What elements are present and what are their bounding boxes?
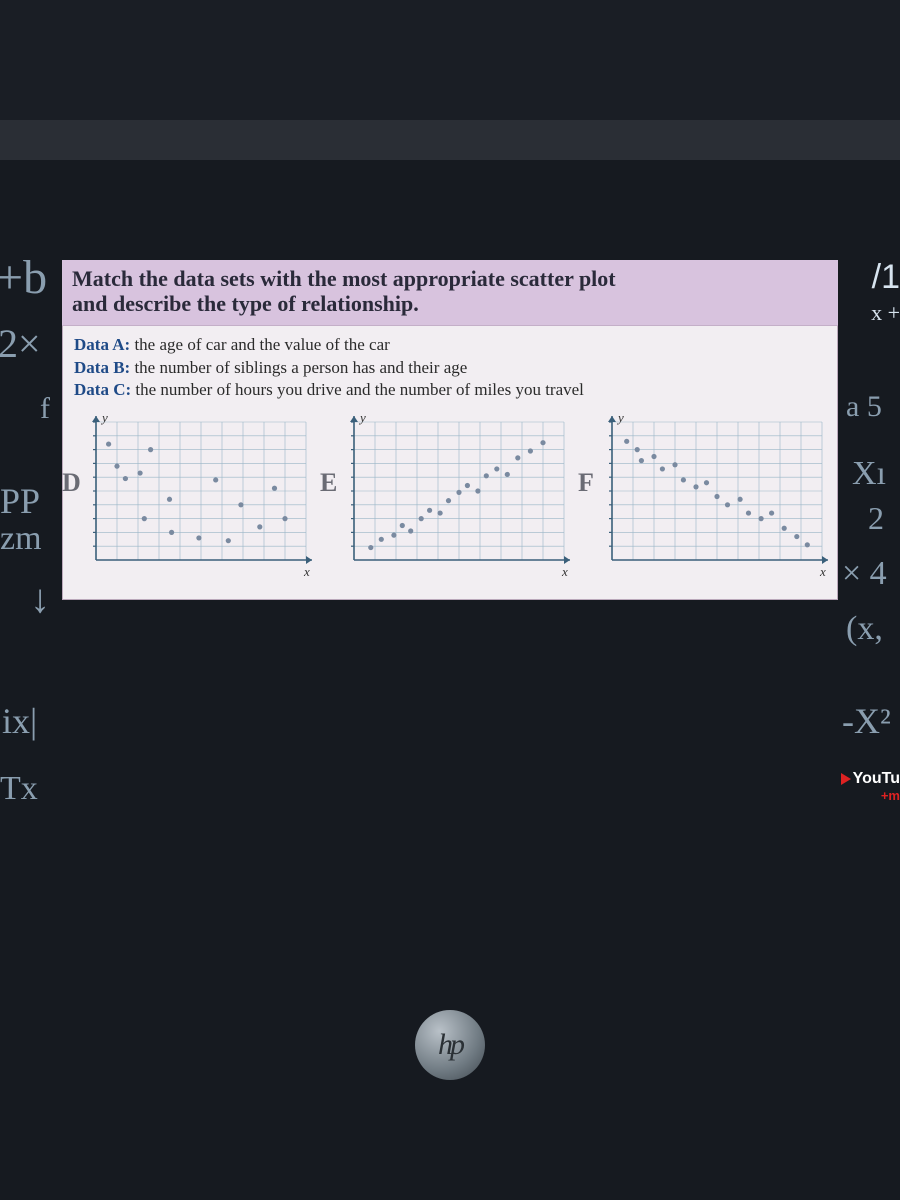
worksheet-panel: Match the data sets with the most approp… [62,260,838,600]
data-descriptions: Data A: the age of car and the value of … [62,326,838,409]
data-text-b: the number of siblings a person has and … [134,358,467,377]
youtube-sub: +m [841,788,900,803]
scatter-plots-row: D yx E yx F yx [62,408,838,600]
data-text-c: the number of hours you drive and the nu… [135,380,584,399]
svg-text:x: x [819,564,826,579]
plot-letter-e: E [320,468,337,498]
page-fraction: /1 [872,258,900,297]
data-label-a: Data A: [74,335,130,354]
play-icon [841,773,851,785]
hp-logo-text: hp [438,1028,462,1062]
hp-logo: hp [415,1010,485,1080]
title-line-1: Match the data sets with the most approp… [72,266,616,291]
scatter-plot-f: yx [584,412,832,582]
scatter-plot-d: yx [68,412,316,582]
plot-f-wrap: F yx [584,412,832,582]
data-row-c: Data C: the number of hours you drive an… [74,379,826,402]
title-line-2: and describe the type of relationship. [72,291,419,316]
youtube-badge: YouTu +m [841,770,900,803]
data-text-a: the age of car and the value of the car [134,335,389,354]
svg-text:x: x [303,564,310,579]
plot-letter-d: D [62,468,81,498]
svg-text:x: x [561,564,568,579]
youtube-text: YouTu [853,770,900,787]
plot-d-wrap: D yx [68,412,316,582]
data-row-a: Data A: the age of car and the value of … [74,334,826,357]
svg-text:y: y [100,412,108,425]
svg-text:y: y [616,412,624,425]
svg-text:y: y [358,412,366,425]
corner-text: x + [871,300,900,326]
plot-e-wrap: E yx [326,412,574,582]
data-label-b: Data B: [74,358,130,377]
plot-letter-f: F [578,468,594,498]
worksheet-title: Match the data sets with the most approp… [62,260,838,326]
scatter-plot-e: yx [326,412,574,582]
data-label-c: Data C: [74,380,131,399]
data-row-b: Data B: the number of siblings a person … [74,357,826,380]
